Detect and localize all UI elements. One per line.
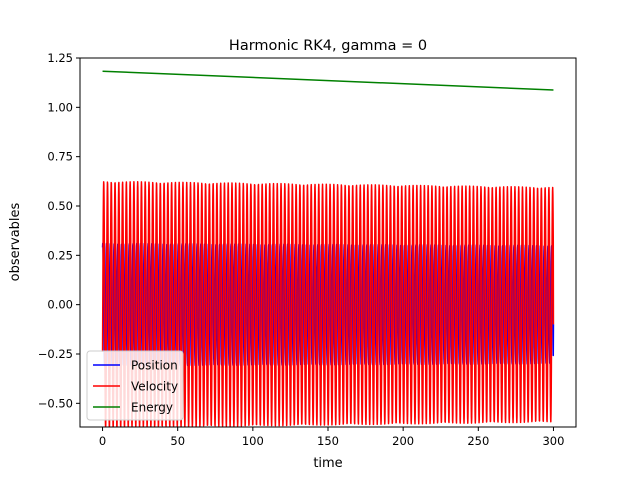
legend-label-energy: Energy xyxy=(131,401,173,415)
legend-label-velocity: Velocity xyxy=(131,380,178,394)
y-axis-label: observables xyxy=(8,202,23,281)
y-axis-ticks: −0.50 −0.25 0.00 0.25 0.50 0.75 1.00 1.25 xyxy=(38,51,80,410)
x-tick-label: 50 xyxy=(170,434,185,448)
y-tick-label: 1.25 xyxy=(47,51,73,65)
x-tick-label: 100 xyxy=(242,434,264,448)
y-tick-label: 1.00 xyxy=(47,100,73,114)
x-tick-label: 150 xyxy=(317,434,339,448)
legend-entries: Position Velocity Energy xyxy=(93,359,178,415)
y-tick-label: 0.75 xyxy=(47,150,73,164)
y-tick-label: 0.25 xyxy=(47,248,73,262)
x-axis-ticks: 0 50 100 150 200 250 300 xyxy=(99,427,564,448)
x-tick-label: 250 xyxy=(467,434,489,448)
legend-label-position: Position xyxy=(131,359,178,373)
y-tick-label: 0.00 xyxy=(47,298,73,312)
y-tick-label: −0.25 xyxy=(38,347,73,361)
y-tick-label: −0.50 xyxy=(38,396,73,410)
x-tick-label: 0 xyxy=(99,434,106,448)
legend: Position Velocity Energy xyxy=(86,350,184,421)
chart-title: Harmonic RK4, gamma = 0 xyxy=(229,38,427,54)
x-tick-label: 300 xyxy=(542,434,564,448)
legend-box xyxy=(86,350,184,421)
x-axis-label: time xyxy=(313,456,342,471)
series-line-energy xyxy=(102,70,554,91)
x-tick-label: 200 xyxy=(392,434,414,448)
y-tick-label: 0.50 xyxy=(47,199,73,213)
